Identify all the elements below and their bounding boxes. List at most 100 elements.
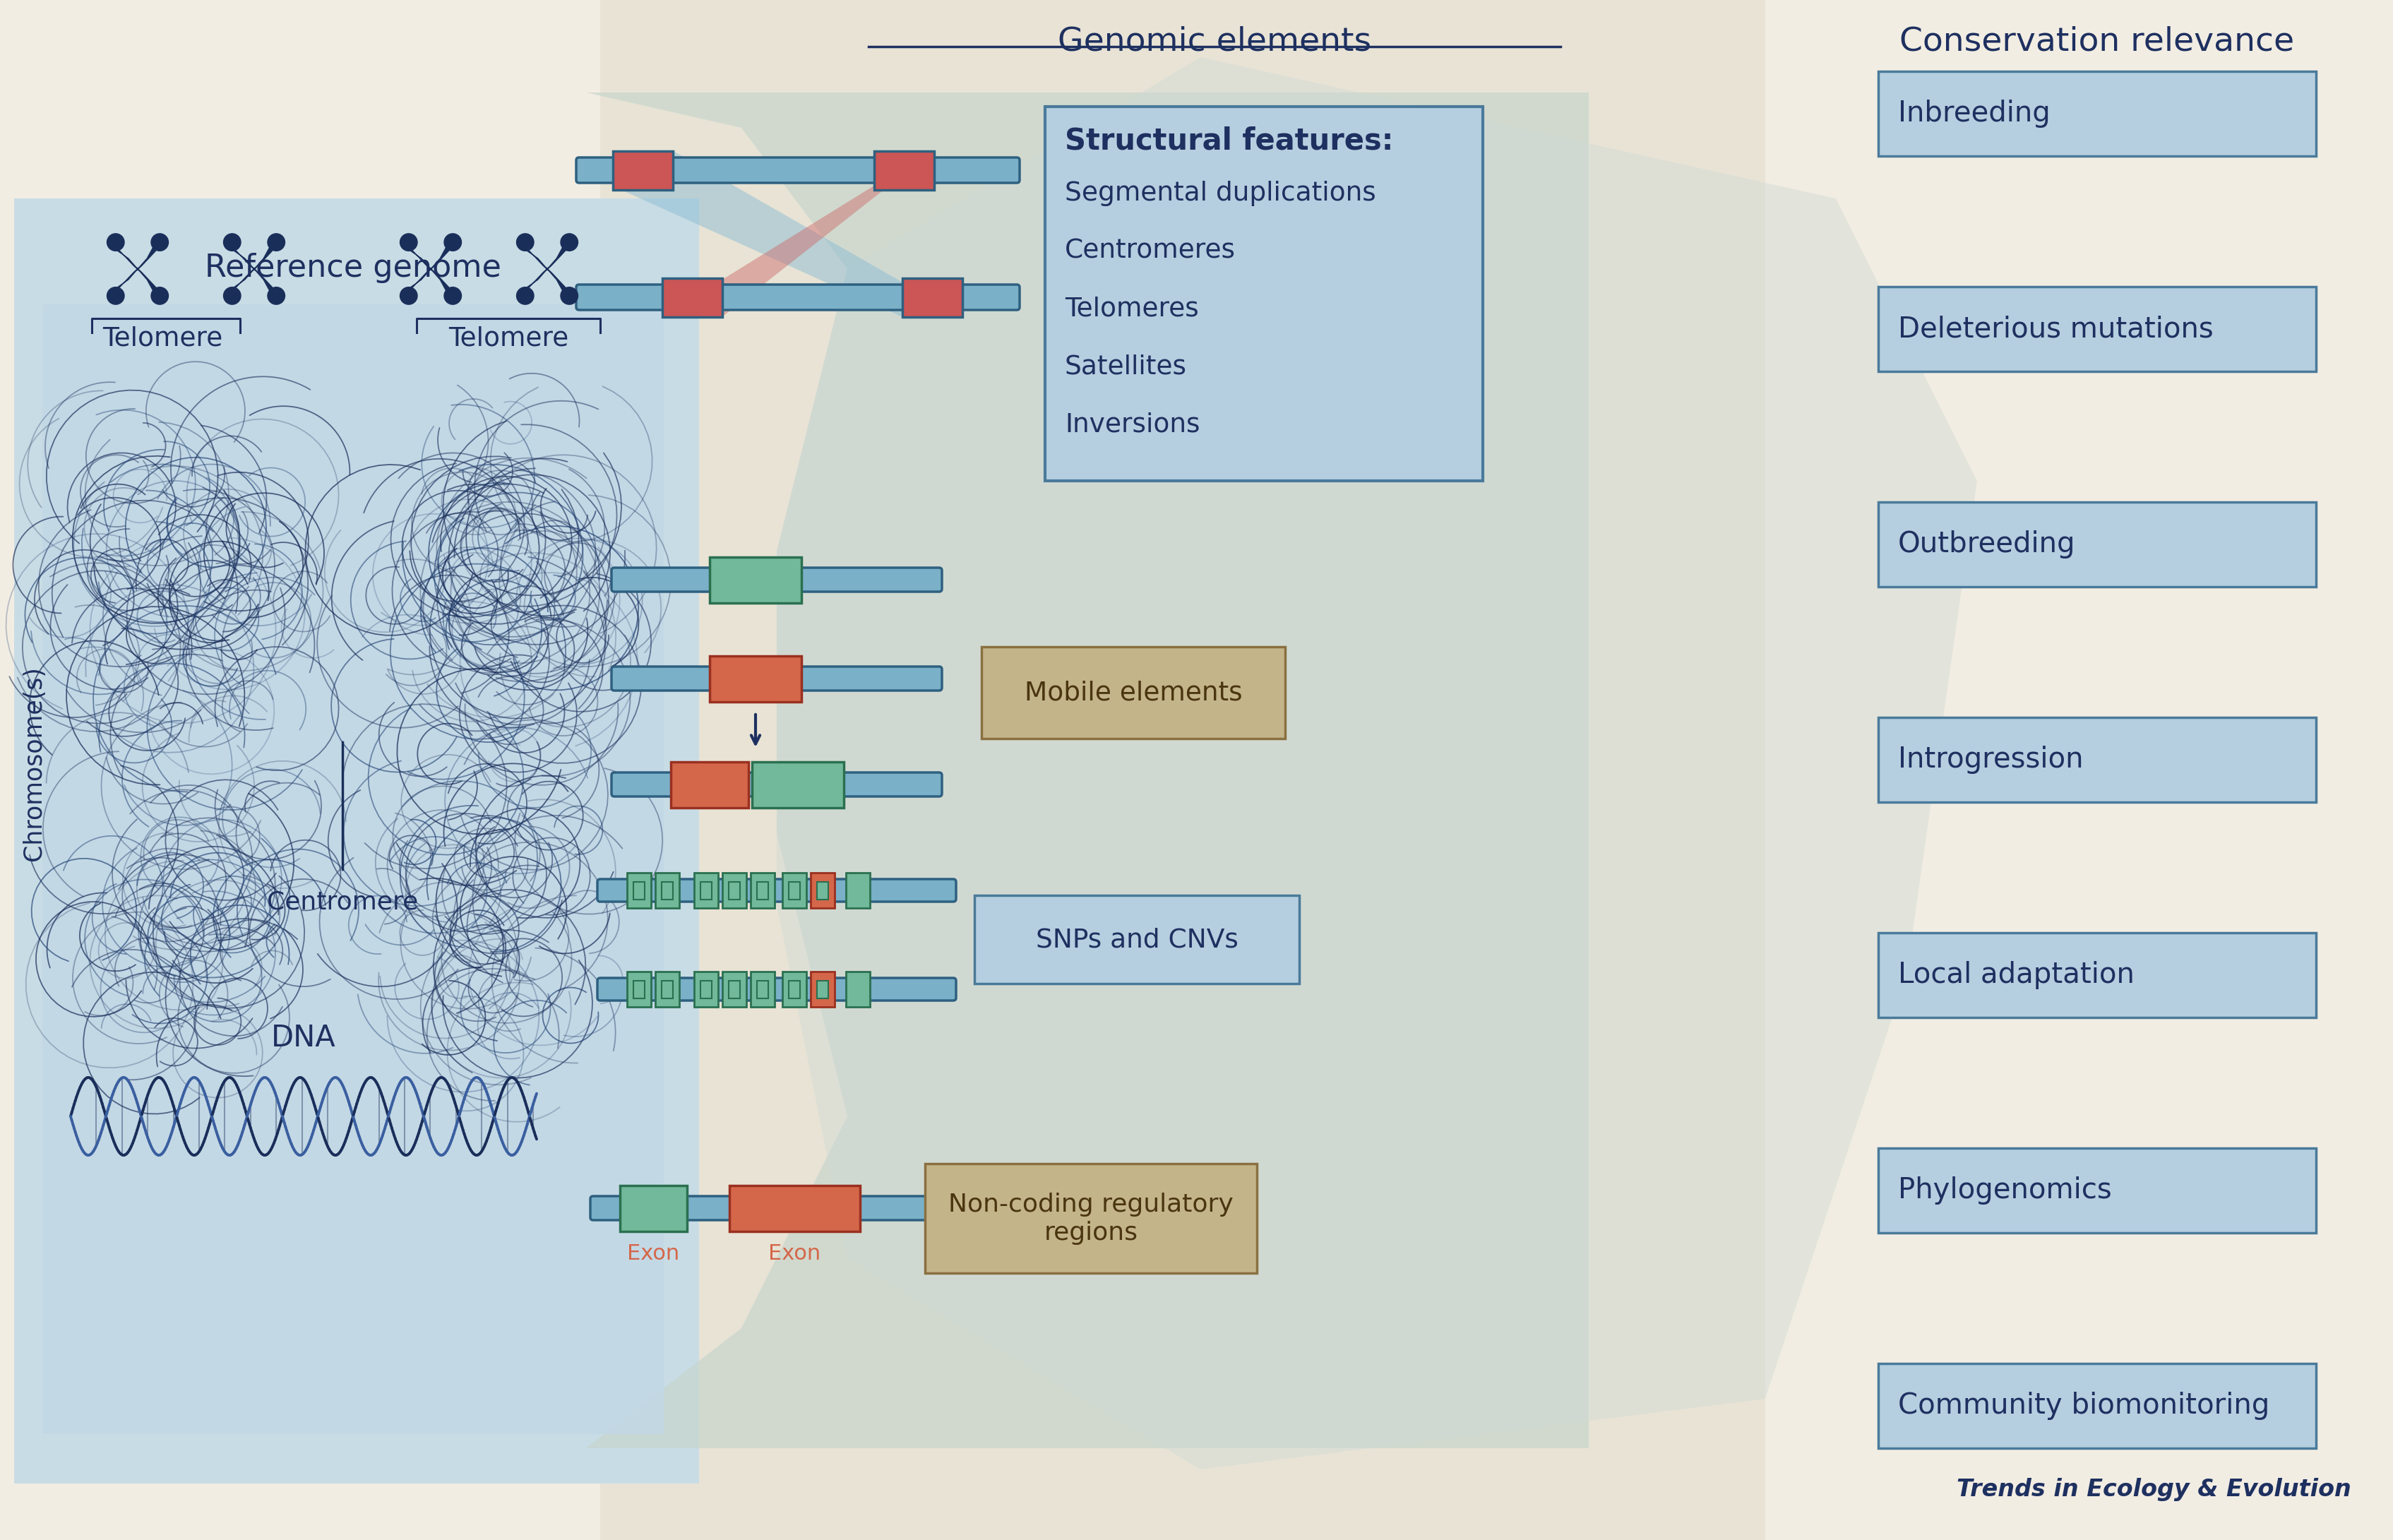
Polygon shape [232, 268, 256, 303]
FancyBboxPatch shape [613, 151, 672, 189]
FancyBboxPatch shape [845, 873, 871, 909]
Polygon shape [524, 268, 548, 303]
Circle shape [400, 286, 416, 305]
Polygon shape [546, 236, 570, 271]
Polygon shape [14, 199, 699, 1483]
FancyBboxPatch shape [723, 873, 747, 909]
FancyBboxPatch shape [701, 881, 711, 899]
Text: SNPs and CNVs: SNPs and CNVs [1036, 927, 1237, 953]
FancyBboxPatch shape [598, 978, 957, 1001]
Text: Conservation relevance: Conservation relevance [1900, 26, 2295, 57]
Polygon shape [115, 268, 139, 303]
Polygon shape [254, 236, 275, 271]
Text: Inbreeding: Inbreeding [1898, 100, 2051, 128]
Circle shape [108, 234, 124, 251]
Text: Reference genome: Reference genome [206, 253, 500, 283]
Polygon shape [546, 268, 570, 303]
Text: Outbreeding: Outbreeding [1898, 530, 2075, 559]
Text: Centromeres: Centromeres [1065, 239, 1235, 263]
FancyBboxPatch shape [670, 761, 749, 807]
Text: Community biomonitoring: Community biomonitoring [1898, 1392, 2269, 1420]
Text: Introgression: Introgression [1898, 745, 2084, 775]
Polygon shape [254, 268, 275, 303]
FancyBboxPatch shape [656, 873, 680, 909]
FancyBboxPatch shape [873, 151, 933, 189]
Text: Chromosome(s): Chromosome(s) [22, 665, 45, 861]
Polygon shape [586, 92, 1589, 1448]
Polygon shape [778, 57, 1977, 1469]
FancyBboxPatch shape [701, 981, 711, 998]
Polygon shape [409, 236, 433, 271]
Polygon shape [613, 151, 962, 317]
Polygon shape [115, 236, 139, 271]
FancyBboxPatch shape [656, 972, 680, 1007]
Text: Phylogenomics: Phylogenomics [1898, 1177, 2111, 1204]
Circle shape [560, 286, 579, 305]
Polygon shape [136, 236, 160, 271]
Text: Exon: Exon [768, 1243, 821, 1264]
Circle shape [268, 234, 285, 251]
Text: Genomic elements: Genomic elements [1058, 26, 1371, 57]
Text: Structural features:: Structural features: [1065, 126, 1393, 156]
FancyBboxPatch shape [751, 972, 775, 1007]
FancyBboxPatch shape [1879, 718, 2316, 802]
FancyBboxPatch shape [1879, 71, 2316, 156]
FancyBboxPatch shape [577, 285, 1019, 310]
FancyBboxPatch shape [598, 879, 957, 902]
Circle shape [108, 286, 124, 305]
Text: Non-coding regulatory
regions: Non-coding regulatory regions [948, 1194, 1232, 1244]
FancyBboxPatch shape [730, 1186, 859, 1230]
FancyBboxPatch shape [591, 1197, 936, 1220]
FancyBboxPatch shape [974, 895, 1299, 984]
Polygon shape [428, 236, 452, 271]
FancyBboxPatch shape [620, 1186, 687, 1230]
FancyBboxPatch shape [723, 972, 747, 1007]
Circle shape [151, 286, 168, 305]
Circle shape [445, 286, 462, 305]
Polygon shape [428, 268, 452, 303]
Circle shape [517, 286, 534, 305]
FancyBboxPatch shape [1046, 106, 1484, 480]
FancyBboxPatch shape [751, 873, 775, 909]
Text: Telomere: Telomere [447, 325, 570, 351]
Circle shape [151, 234, 168, 251]
FancyBboxPatch shape [711, 557, 802, 602]
FancyBboxPatch shape [981, 647, 1285, 739]
FancyBboxPatch shape [816, 881, 828, 899]
FancyBboxPatch shape [694, 972, 718, 1007]
FancyBboxPatch shape [1879, 1149, 2316, 1234]
FancyBboxPatch shape [756, 981, 768, 998]
FancyBboxPatch shape [756, 881, 768, 899]
Polygon shape [232, 236, 256, 271]
FancyBboxPatch shape [613, 568, 943, 591]
FancyBboxPatch shape [634, 981, 644, 998]
FancyBboxPatch shape [1879, 502, 2316, 587]
FancyBboxPatch shape [730, 981, 739, 998]
FancyBboxPatch shape [1879, 1363, 2316, 1448]
FancyBboxPatch shape [660, 981, 672, 998]
FancyBboxPatch shape [627, 873, 651, 909]
Circle shape [223, 234, 242, 251]
Circle shape [268, 286, 285, 305]
FancyBboxPatch shape [613, 773, 943, 796]
FancyBboxPatch shape [790, 881, 799, 899]
FancyBboxPatch shape [783, 972, 806, 1007]
Circle shape [560, 234, 579, 251]
Polygon shape [409, 268, 433, 303]
FancyBboxPatch shape [660, 881, 672, 899]
FancyBboxPatch shape [634, 881, 644, 899]
Text: Local adaptation: Local adaptation [1898, 961, 2135, 989]
Text: Satellites: Satellites [1065, 354, 1187, 380]
Text: Centromere: Centromere [268, 890, 419, 915]
FancyBboxPatch shape [816, 981, 828, 998]
FancyBboxPatch shape [711, 656, 802, 702]
Polygon shape [601, 0, 1766, 1540]
FancyBboxPatch shape [613, 667, 943, 690]
FancyBboxPatch shape [577, 157, 1019, 183]
Circle shape [400, 234, 416, 251]
Text: Exon: Exon [627, 1243, 680, 1264]
Polygon shape [136, 268, 160, 303]
Text: Deleterious mutations: Deleterious mutations [1898, 314, 2214, 343]
FancyBboxPatch shape [1879, 933, 2316, 1018]
Circle shape [223, 286, 242, 305]
